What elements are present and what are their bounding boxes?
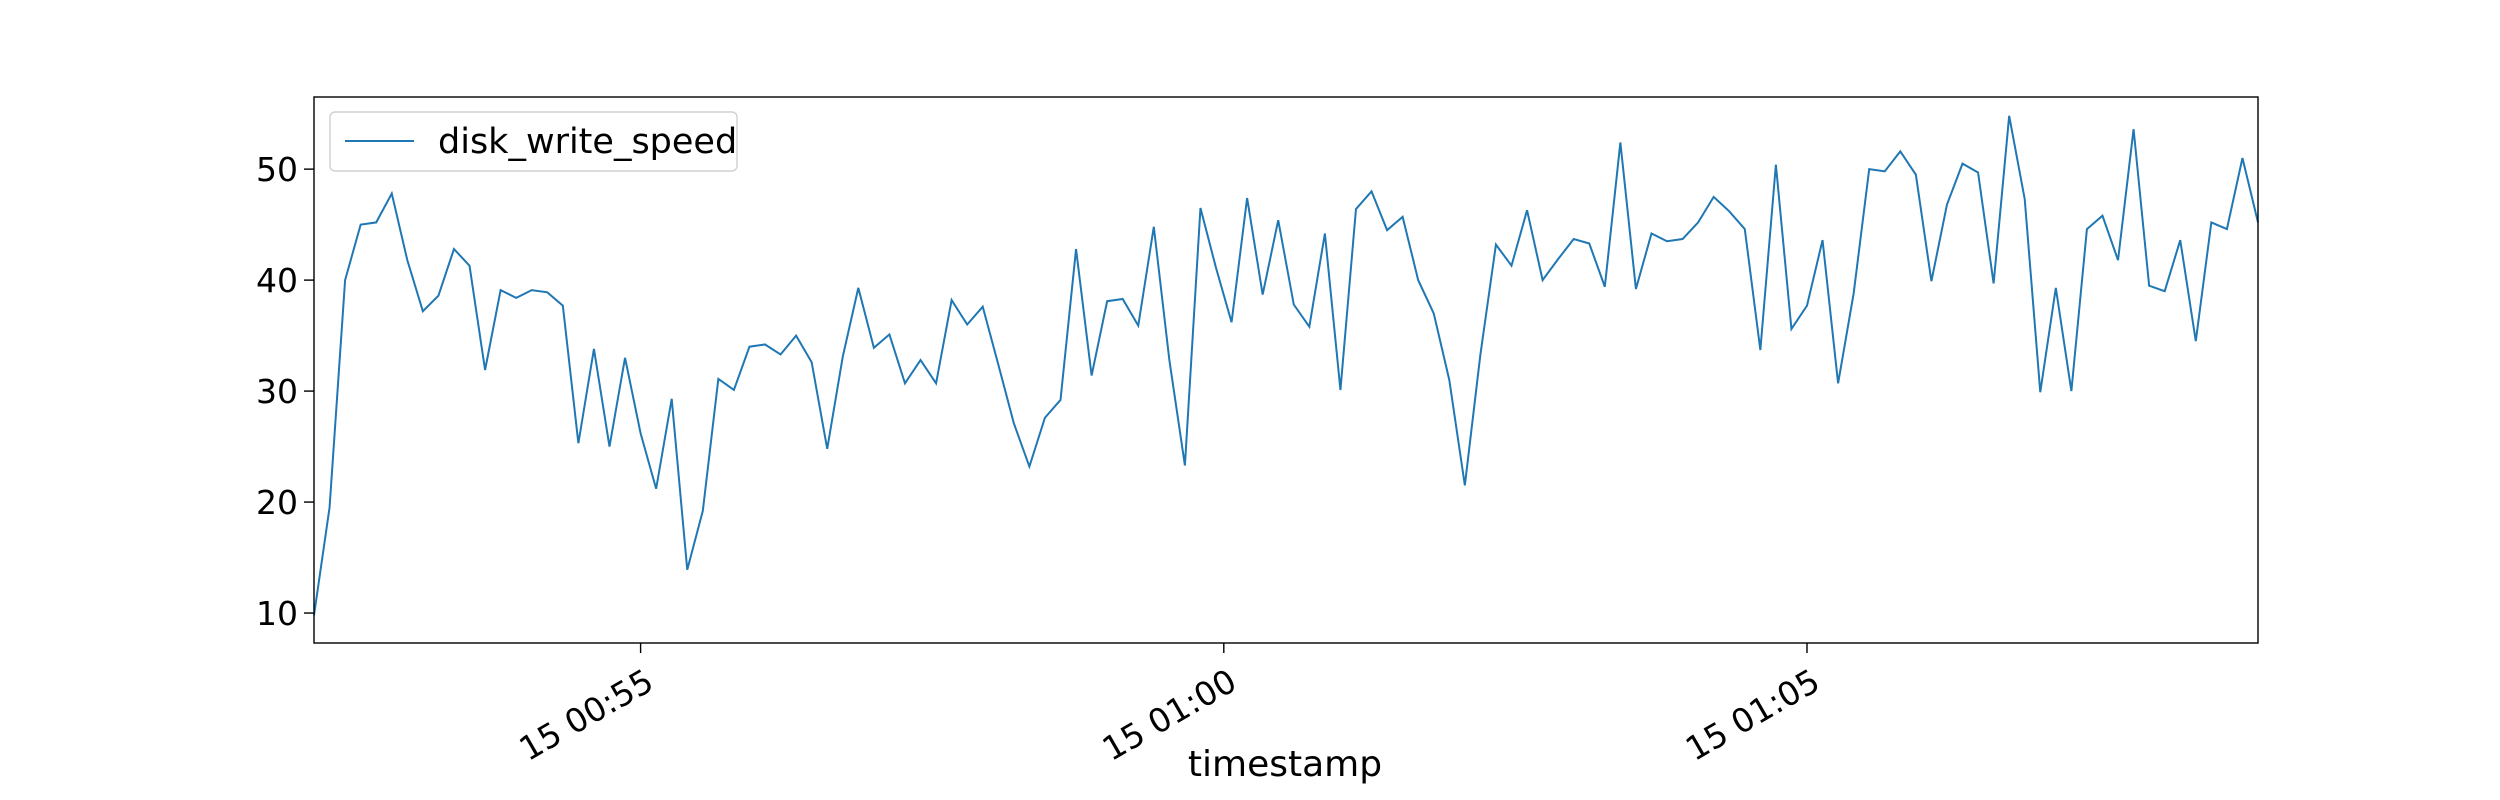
legend-label-disk-write-speed: disk_write_speed bbox=[438, 122, 737, 162]
x-tick-label: 15 01:05 bbox=[1679, 661, 1826, 769]
y-tick-label: 10 bbox=[256, 594, 298, 633]
legend: disk_write_speed bbox=[329, 111, 738, 172]
y-tick-label: 40 bbox=[256, 261, 298, 300]
series-line-disk-write-speed bbox=[313, 115, 2259, 616]
y-tick-label: 20 bbox=[256, 483, 298, 522]
legend-box bbox=[329, 111, 738, 172]
y-tick-label: 30 bbox=[256, 372, 298, 411]
x-axis-label: timestamp bbox=[1188, 744, 1382, 785]
y-tick-label: 50 bbox=[256, 150, 298, 189]
x-tick-label: 15 00:55 bbox=[512, 661, 659, 769]
plot-area-frame bbox=[313, 96, 2259, 644]
